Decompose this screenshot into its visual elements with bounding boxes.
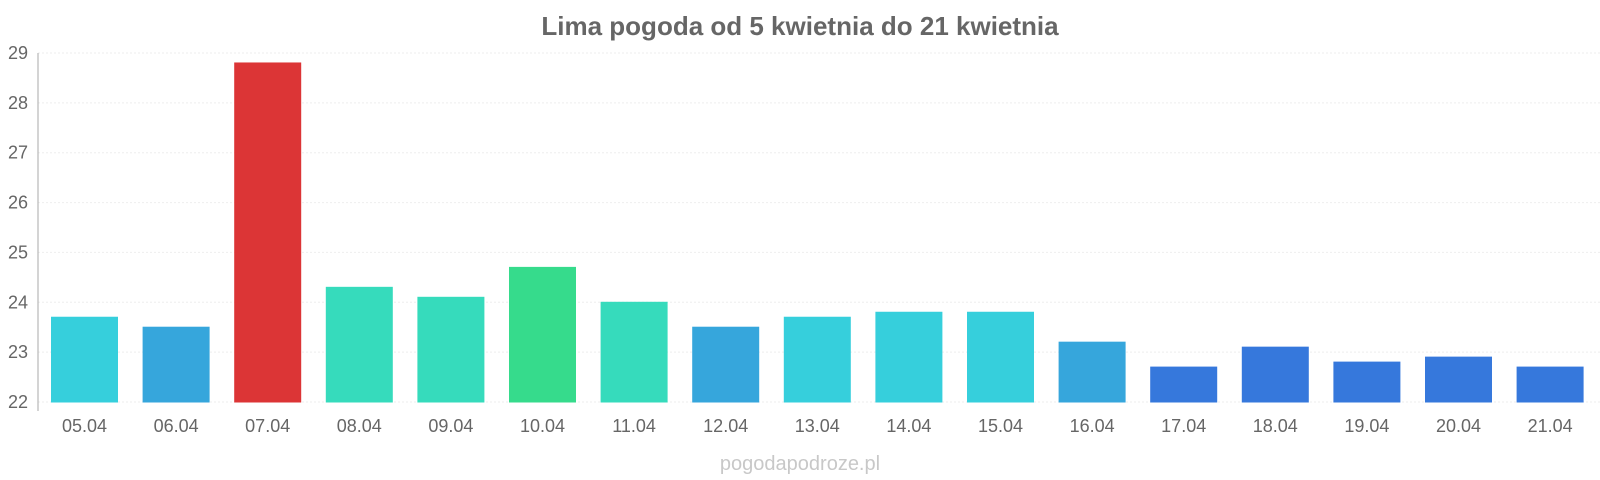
bar-17.04 xyxy=(1150,366,1218,403)
bar-14.04 xyxy=(875,311,943,403)
bars xyxy=(51,62,1584,403)
bar-06.04 xyxy=(142,326,210,403)
x-tick-label: 10.04 xyxy=(520,416,565,436)
bar-19.04 xyxy=(1333,361,1401,403)
bar-15.04 xyxy=(967,311,1034,403)
bar-21.04 xyxy=(1516,366,1584,403)
chart-title: Lima pogoda od 5 kwietnia do 21 kwietnia xyxy=(541,11,1059,41)
y-axis: 22 23 24 25 26 27 28 29 xyxy=(8,43,39,412)
bar-18.04 xyxy=(1241,346,1309,403)
y-tick-label: 27 xyxy=(8,143,28,163)
y-tick-label: 26 xyxy=(8,193,28,213)
x-tick-label: 11.04 xyxy=(612,416,656,436)
x-tick-label: 20.04 xyxy=(1436,416,1481,436)
x-tick-label: 08.04 xyxy=(337,416,382,436)
bar-07.04 xyxy=(234,62,302,403)
x-tick-label: 05.04 xyxy=(62,416,107,436)
y-tick-label: 29 xyxy=(8,43,28,63)
x-tick-label: 16.04 xyxy=(1070,416,1115,436)
bar-13.04 xyxy=(783,316,851,403)
y-tick-label: 22 xyxy=(8,392,28,412)
y-tick-label: 28 xyxy=(8,93,28,113)
x-axis: 05.04 06.04 07.04 08.04 09.04 10.04 11.04 12.04… xyxy=(62,416,1573,436)
x-tick-label: 15.04 xyxy=(978,416,1023,436)
bar-09.04 xyxy=(417,296,485,403)
x-tick-label: 09.04 xyxy=(428,416,473,436)
y-tick-label: 24 xyxy=(8,292,28,312)
x-tick-label: 07.04 xyxy=(245,416,290,436)
x-tick-label: 17.04 xyxy=(1161,416,1206,436)
bar-16.04 xyxy=(1058,341,1126,403)
bar-05.04 xyxy=(51,316,118,403)
watermark-text: pogodapodroze.pl xyxy=(720,453,880,475)
x-tick-label: 21.04 xyxy=(1528,416,1573,436)
x-tick-label: 14.04 xyxy=(886,416,931,436)
bar-20.04 xyxy=(1425,356,1492,403)
x-tick-label: 19.04 xyxy=(1344,416,1389,436)
x-tick-label: 12.04 xyxy=(703,416,748,436)
x-tick-label: 18.04 xyxy=(1253,416,1298,436)
x-tick-label: 13.04 xyxy=(795,416,840,436)
y-tick-label: 25 xyxy=(8,242,28,262)
bar-12.04 xyxy=(692,326,760,403)
bar-08.04 xyxy=(325,286,393,403)
bar-10.04 xyxy=(509,266,576,403)
x-tick-label: 06.04 xyxy=(154,416,199,436)
bar-11.04 xyxy=(600,301,668,403)
y-tick-label: 23 xyxy=(8,342,28,362)
